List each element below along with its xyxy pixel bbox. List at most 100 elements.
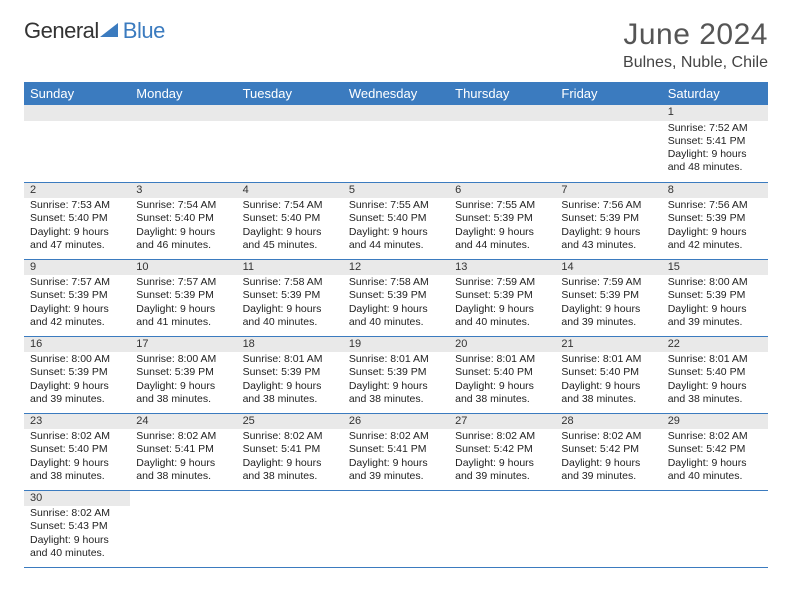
day-cell: 30Sunrise: 8:02 AMSunset: 5:43 PMDayligh… bbox=[24, 490, 130, 567]
day-day1: Daylight: 9 hours bbox=[349, 226, 443, 239]
day-day2: and 40 minutes. bbox=[455, 316, 549, 329]
day-cell: 23Sunrise: 8:02 AMSunset: 5:40 PMDayligh… bbox=[24, 413, 130, 490]
day-day1: Daylight: 9 hours bbox=[455, 380, 549, 393]
header: GeneralBlue June 2024 Bulnes, Nuble, Chi… bbox=[24, 18, 768, 72]
day-day1: Daylight: 9 hours bbox=[136, 457, 230, 470]
day-body: Sunrise: 8:00 AMSunset: 5:39 PMDaylight:… bbox=[662, 275, 768, 331]
day-cell: 9Sunrise: 7:57 AMSunset: 5:39 PMDaylight… bbox=[24, 259, 130, 336]
day-body: Sunrise: 7:57 AMSunset: 5:39 PMDaylight:… bbox=[24, 275, 130, 331]
day-day2: and 40 minutes. bbox=[30, 547, 124, 560]
day-sunset: Sunset: 5:42 PM bbox=[561, 443, 655, 456]
day-cell: 10Sunrise: 7:57 AMSunset: 5:39 PMDayligh… bbox=[130, 259, 236, 336]
day-body: Sunrise: 7:55 AMSunset: 5:39 PMDaylight:… bbox=[449, 198, 555, 254]
day-day1: Daylight: 9 hours bbox=[243, 457, 337, 470]
day-day2: and 41 minutes. bbox=[136, 316, 230, 329]
day-day2: and 39 minutes. bbox=[561, 316, 655, 329]
day-sunrise: Sunrise: 8:00 AM bbox=[30, 353, 124, 366]
day-number: 10 bbox=[130, 260, 236, 276]
day-number: 5 bbox=[343, 183, 449, 199]
day-sunrise: Sunrise: 7:58 AM bbox=[349, 276, 443, 289]
weekday-header: Friday bbox=[555, 82, 661, 105]
week-row: 1Sunrise: 7:52 AMSunset: 5:41 PMDaylight… bbox=[24, 105, 768, 182]
day-number: 9 bbox=[24, 260, 130, 276]
weekday-header: Wednesday bbox=[343, 82, 449, 105]
day-sunset: Sunset: 5:40 PM bbox=[243, 212, 337, 225]
day-number-empty bbox=[24, 105, 130, 121]
day-day2: and 45 minutes. bbox=[243, 239, 337, 252]
brand-text: GeneralBlue bbox=[24, 18, 165, 44]
day-sunrise: Sunrise: 7:58 AM bbox=[243, 276, 337, 289]
day-day2: and 47 minutes. bbox=[30, 239, 124, 252]
weekday-header: Saturday bbox=[662, 82, 768, 105]
day-sunrise: Sunrise: 7:55 AM bbox=[349, 199, 443, 212]
day-number: 28 bbox=[555, 414, 661, 430]
day-number: 11 bbox=[237, 260, 343, 276]
day-number: 16 bbox=[24, 337, 130, 353]
day-sunset: Sunset: 5:39 PM bbox=[561, 212, 655, 225]
day-number: 2 bbox=[24, 183, 130, 199]
day-number: 15 bbox=[662, 260, 768, 276]
day-number: 29 bbox=[662, 414, 768, 430]
day-sunset: Sunset: 5:42 PM bbox=[668, 443, 762, 456]
day-day2: and 39 minutes. bbox=[668, 316, 762, 329]
day-sunrise: Sunrise: 7:59 AM bbox=[561, 276, 655, 289]
day-sunset: Sunset: 5:40 PM bbox=[455, 366, 549, 379]
day-sunset: Sunset: 5:39 PM bbox=[349, 289, 443, 302]
day-cell: 13Sunrise: 7:59 AMSunset: 5:39 PMDayligh… bbox=[449, 259, 555, 336]
day-sunrise: Sunrise: 8:01 AM bbox=[455, 353, 549, 366]
weekday-header: Sunday bbox=[24, 82, 130, 105]
day-sunrise: Sunrise: 8:02 AM bbox=[349, 430, 443, 443]
day-sunset: Sunset: 5:41 PM bbox=[349, 443, 443, 456]
day-body: Sunrise: 7:57 AMSunset: 5:39 PMDaylight:… bbox=[130, 275, 236, 331]
day-cell: 21Sunrise: 8:01 AMSunset: 5:40 PMDayligh… bbox=[555, 336, 661, 413]
day-sunset: Sunset: 5:40 PM bbox=[30, 443, 124, 456]
day-cell: 17Sunrise: 8:00 AMSunset: 5:39 PMDayligh… bbox=[130, 336, 236, 413]
day-day2: and 38 minutes. bbox=[561, 393, 655, 406]
day-sunrise: Sunrise: 7:55 AM bbox=[455, 199, 549, 212]
day-sunset: Sunset: 5:40 PM bbox=[30, 212, 124, 225]
day-sunrise: Sunrise: 7:54 AM bbox=[136, 199, 230, 212]
day-cell: 29Sunrise: 8:02 AMSunset: 5:42 PMDayligh… bbox=[662, 413, 768, 490]
day-sunrise: Sunrise: 8:02 AM bbox=[668, 430, 762, 443]
week-row: 16Sunrise: 8:00 AMSunset: 5:39 PMDayligh… bbox=[24, 336, 768, 413]
day-sunset: Sunset: 5:40 PM bbox=[349, 212, 443, 225]
day-day2: and 44 minutes. bbox=[455, 239, 549, 252]
day-cell: 7Sunrise: 7:56 AMSunset: 5:39 PMDaylight… bbox=[555, 182, 661, 259]
day-cell: 24Sunrise: 8:02 AMSunset: 5:41 PMDayligh… bbox=[130, 413, 236, 490]
day-sunset: Sunset: 5:43 PM bbox=[30, 520, 124, 533]
day-body: Sunrise: 8:00 AMSunset: 5:39 PMDaylight:… bbox=[24, 352, 130, 408]
day-day1: Daylight: 9 hours bbox=[561, 380, 655, 393]
day-day1: Daylight: 9 hours bbox=[136, 380, 230, 393]
weekday-header: Thursday bbox=[449, 82, 555, 105]
day-cell bbox=[343, 490, 449, 567]
day-body: Sunrise: 7:55 AMSunset: 5:40 PMDaylight:… bbox=[343, 198, 449, 254]
day-body: Sunrise: 7:52 AMSunset: 5:41 PMDaylight:… bbox=[662, 121, 768, 177]
day-body: Sunrise: 7:56 AMSunset: 5:39 PMDaylight:… bbox=[555, 198, 661, 254]
day-sunrise: Sunrise: 7:59 AM bbox=[455, 276, 549, 289]
day-day2: and 42 minutes. bbox=[30, 316, 124, 329]
day-cell bbox=[449, 105, 555, 182]
day-cell: 16Sunrise: 8:00 AMSunset: 5:39 PMDayligh… bbox=[24, 336, 130, 413]
day-day2: and 38 minutes. bbox=[136, 393, 230, 406]
location-text: Bulnes, Nuble, Chile bbox=[623, 54, 768, 72]
day-sunrise: Sunrise: 7:56 AM bbox=[561, 199, 655, 212]
day-day1: Daylight: 9 hours bbox=[668, 380, 762, 393]
day-cell bbox=[130, 105, 236, 182]
day-body: Sunrise: 8:02 AMSunset: 5:43 PMDaylight:… bbox=[24, 506, 130, 562]
day-number: 13 bbox=[449, 260, 555, 276]
day-day1: Daylight: 9 hours bbox=[561, 457, 655, 470]
day-day1: Daylight: 9 hours bbox=[668, 148, 762, 161]
day-number: 19 bbox=[343, 337, 449, 353]
day-day1: Daylight: 9 hours bbox=[455, 457, 549, 470]
day-sunset: Sunset: 5:41 PM bbox=[243, 443, 337, 456]
day-cell: 26Sunrise: 8:02 AMSunset: 5:41 PMDayligh… bbox=[343, 413, 449, 490]
day-cell: 19Sunrise: 8:01 AMSunset: 5:39 PMDayligh… bbox=[343, 336, 449, 413]
brand-part2: Blue bbox=[123, 18, 165, 43]
day-body: Sunrise: 8:01 AMSunset: 5:39 PMDaylight:… bbox=[343, 352, 449, 408]
day-day1: Daylight: 9 hours bbox=[136, 303, 230, 316]
day-cell bbox=[555, 490, 661, 567]
day-sunset: Sunset: 5:39 PM bbox=[668, 212, 762, 225]
day-cell bbox=[555, 105, 661, 182]
day-day1: Daylight: 9 hours bbox=[30, 380, 124, 393]
day-day1: Daylight: 9 hours bbox=[30, 303, 124, 316]
